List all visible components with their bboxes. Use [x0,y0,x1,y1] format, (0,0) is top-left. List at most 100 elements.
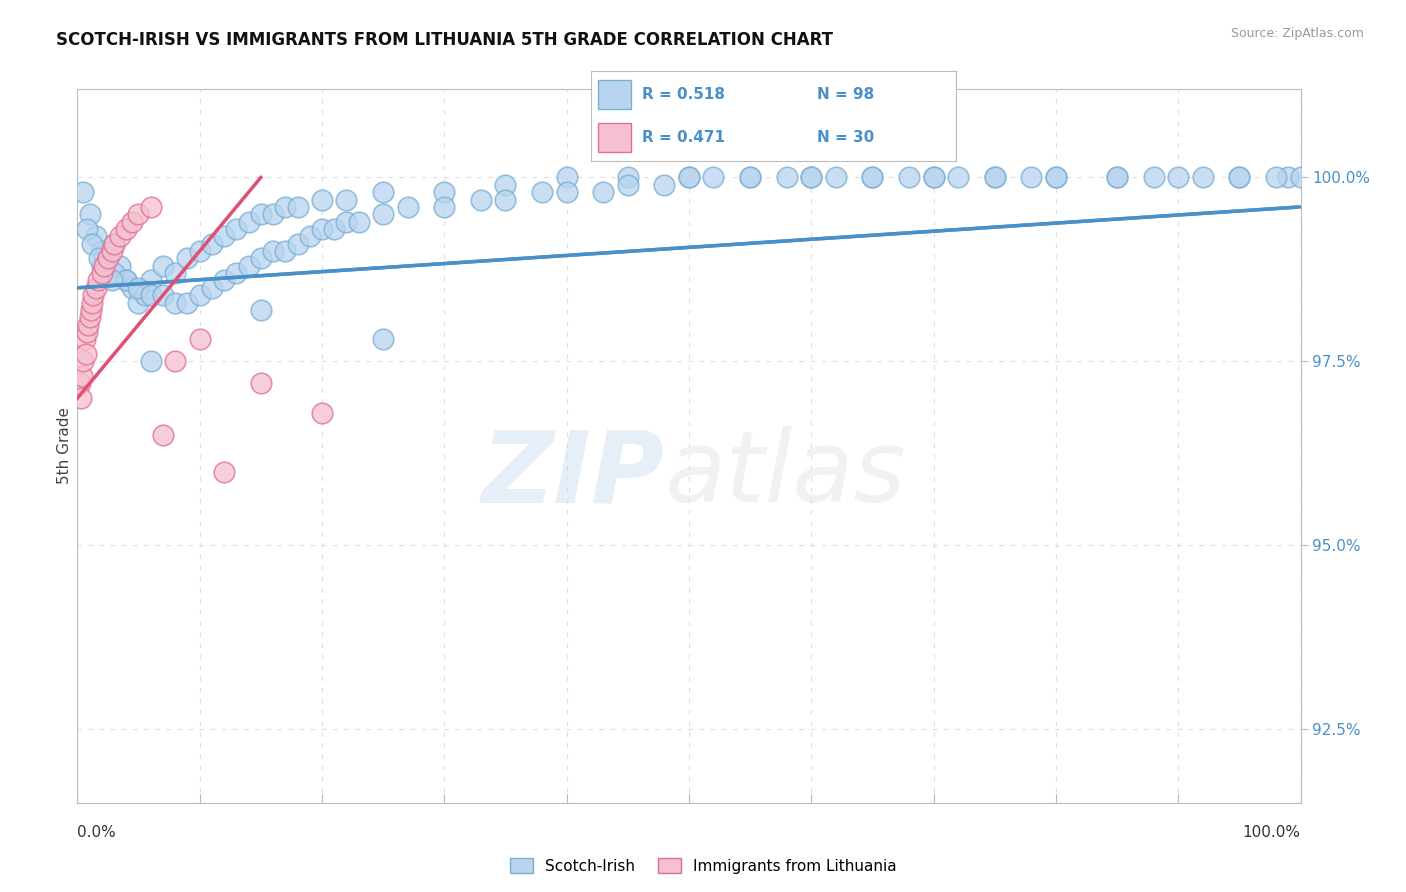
Point [922,170,945,185]
Point [1191,170,1213,185]
Point [80,295,103,310]
Point [212,273,235,287]
Point [678,170,700,185]
Point [1045,170,1067,185]
Point [93,259,115,273]
Point [984,170,1007,185]
Point [84,281,107,295]
Text: SCOTCH-IRISH VS IMMIGRANTS FROM LITHUANIA 5TH GRADE CORRELATION CHART: SCOTCH-IRISH VS IMMIGRANTS FROM LITHUANI… [56,31,834,49]
Point [165,354,187,368]
Point [69,376,91,391]
Point [531,185,554,199]
Point [274,200,297,214]
Point [654,178,676,192]
Point [79,207,101,221]
Point [201,281,224,295]
Point [89,252,111,266]
Point [201,236,224,251]
Text: 0.0%: 0.0% [77,825,117,840]
Point [90,266,112,280]
FancyBboxPatch shape [598,80,631,109]
Point [103,236,125,251]
Legend: Scotch-Irish, Immigrants from Lithuania: Scotch-Irish, Immigrants from Lithuania [503,852,903,880]
Text: atlas: atlas [665,426,905,523]
Point [87,273,110,287]
Point [238,259,260,273]
Point [347,214,370,228]
Text: N = 30: N = 30 [817,130,875,145]
Point [702,170,724,185]
Point [188,244,211,258]
Point [139,288,162,302]
Point [77,318,100,332]
Point [84,229,107,244]
Point [298,229,321,244]
Point [100,273,122,287]
Point [371,332,394,346]
Text: 100.0%: 100.0% [1243,825,1301,840]
Point [238,214,260,228]
Point [946,170,969,185]
Point [495,178,517,192]
Point [188,288,211,302]
Point [70,369,93,384]
Point [100,244,122,258]
Point [1229,170,1251,185]
Point [225,266,247,280]
Point [262,244,284,258]
Point [108,259,131,273]
Point [134,288,156,302]
Point [800,170,823,185]
Point [1045,170,1067,185]
Point [115,273,138,287]
Point [678,170,700,185]
Point [1289,170,1312,185]
Point [152,288,174,302]
Point [90,244,112,258]
Point [1107,170,1129,185]
Point [212,465,235,479]
Point [75,347,97,361]
Point [1143,170,1166,185]
Point [555,170,578,185]
Point [740,170,762,185]
Point [80,302,103,317]
Point [862,170,884,185]
Point [1107,170,1129,185]
Point [922,170,945,185]
Point [984,170,1007,185]
Point [176,295,198,310]
Point [165,295,187,310]
Point [212,229,235,244]
Point [1265,170,1288,185]
Point [82,288,104,302]
Point [70,391,93,405]
Point [898,170,921,185]
Point [311,222,333,236]
Point [311,406,333,420]
Text: ZIP: ZIP [481,426,665,523]
Point [121,214,143,228]
Point [800,170,823,185]
Point [311,193,333,207]
Point [862,170,884,185]
Text: R = 0.518: R = 0.518 [641,87,724,102]
Point [335,214,357,228]
Point [188,332,211,346]
Point [128,207,150,221]
Text: R = 0.471: R = 0.471 [641,130,724,145]
Point [433,185,456,199]
Point [139,200,162,214]
Point [115,222,138,236]
Point [287,200,309,214]
Point [592,185,614,199]
Point [1229,170,1251,185]
Point [152,259,174,273]
Point [90,259,112,273]
Point [76,325,98,339]
Point [152,428,174,442]
FancyBboxPatch shape [598,123,631,152]
Point [115,273,138,287]
Point [79,310,101,325]
Point [139,354,162,368]
